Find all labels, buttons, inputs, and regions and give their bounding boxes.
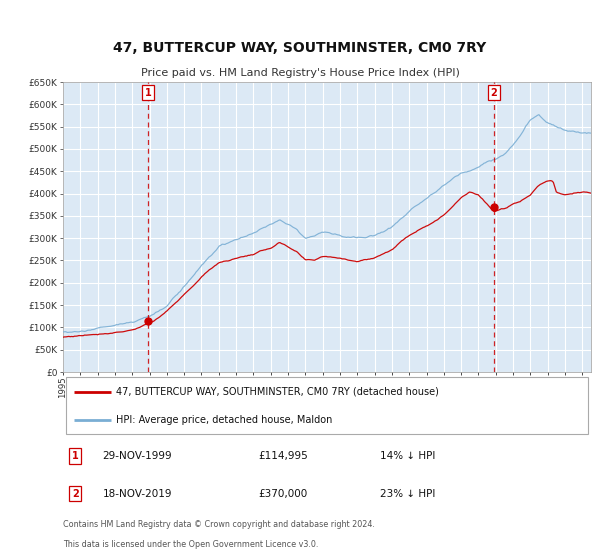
Text: 47, BUTTERCUP WAY, SOUTHMINSTER, CM0 7RY (detached house): 47, BUTTERCUP WAY, SOUTHMINSTER, CM0 7RY… [116, 386, 439, 396]
Text: HPI: Average price, detached house, Maldon: HPI: Average price, detached house, Mald… [116, 415, 332, 425]
Text: £370,000: £370,000 [259, 488, 308, 498]
Text: 23% ↓ HPI: 23% ↓ HPI [380, 488, 435, 498]
Text: 47, BUTTERCUP WAY, SOUTHMINSTER, CM0 7RY: 47, BUTTERCUP WAY, SOUTHMINSTER, CM0 7RY [113, 41, 487, 55]
Text: This data is licensed under the Open Government Licence v3.0.: This data is licensed under the Open Gov… [63, 540, 319, 549]
Text: 18-NOV-2019: 18-NOV-2019 [103, 488, 172, 498]
Text: Contains HM Land Registry data © Crown copyright and database right 2024.: Contains HM Land Registry data © Crown c… [63, 520, 375, 529]
Text: Price paid vs. HM Land Registry's House Price Index (HPI): Price paid vs. HM Land Registry's House … [140, 68, 460, 78]
Text: 1: 1 [72, 451, 79, 461]
Text: 14% ↓ HPI: 14% ↓ HPI [380, 451, 435, 461]
Text: £114,995: £114,995 [259, 451, 308, 461]
Text: 1: 1 [145, 88, 151, 98]
Text: 29-NOV-1999: 29-NOV-1999 [103, 451, 172, 461]
Text: 2: 2 [490, 88, 497, 98]
Text: 2: 2 [72, 488, 79, 498]
